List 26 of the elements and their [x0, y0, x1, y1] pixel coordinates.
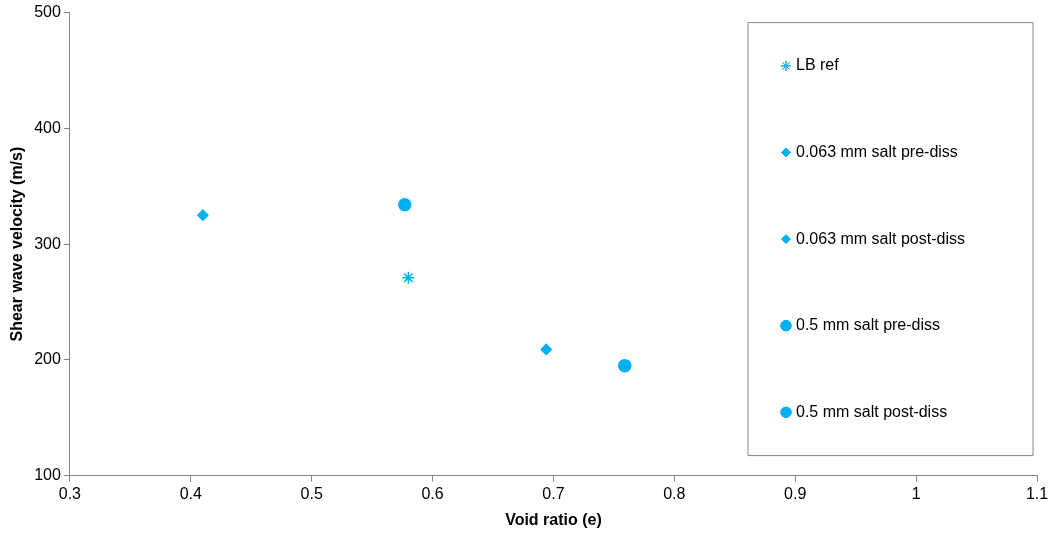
legend-label: LB ref: [796, 56, 840, 74]
x-tick-label: 0.3: [58, 484, 82, 502]
y-tick-label: 200: [34, 350, 61, 368]
y-axis-title: Shear wave velocity (m/s): [8, 146, 26, 342]
x-tick-label: 0.8: [663, 484, 686, 502]
y-tick-label: 400: [34, 118, 61, 136]
x-tick-label: 0.5: [300, 484, 323, 502]
legend-label: 0.5 mm salt pre-diss: [796, 316, 941, 334]
point: [197, 209, 209, 221]
x-tick-label: 0.7: [542, 484, 565, 502]
y-tick-label: 500: [34, 3, 61, 21]
x-tick-label: 0.6: [421, 484, 444, 502]
x-tick-label: 0.4: [179, 484, 202, 502]
x-tick-label: 1.1: [1025, 484, 1049, 502]
legend-label: 0.063 mm salt pre-diss: [796, 142, 958, 160]
x-tick-label: 0.9: [784, 484, 807, 502]
point: [401, 270, 416, 285]
legend-label: 0.063 mm salt post-diss: [796, 229, 965, 247]
point: [398, 198, 412, 212]
y-tick-label: 100: [34, 466, 61, 484]
legend-label: 0.5 mm salt post-diss: [796, 402, 948, 420]
y-tick-label: 300: [34, 234, 61, 252]
point: [540, 343, 552, 356]
x-tick-label: 1: [911, 484, 921, 502]
x-axis-title: Void ratio (e): [505, 510, 602, 528]
point: [618, 358, 632, 373]
